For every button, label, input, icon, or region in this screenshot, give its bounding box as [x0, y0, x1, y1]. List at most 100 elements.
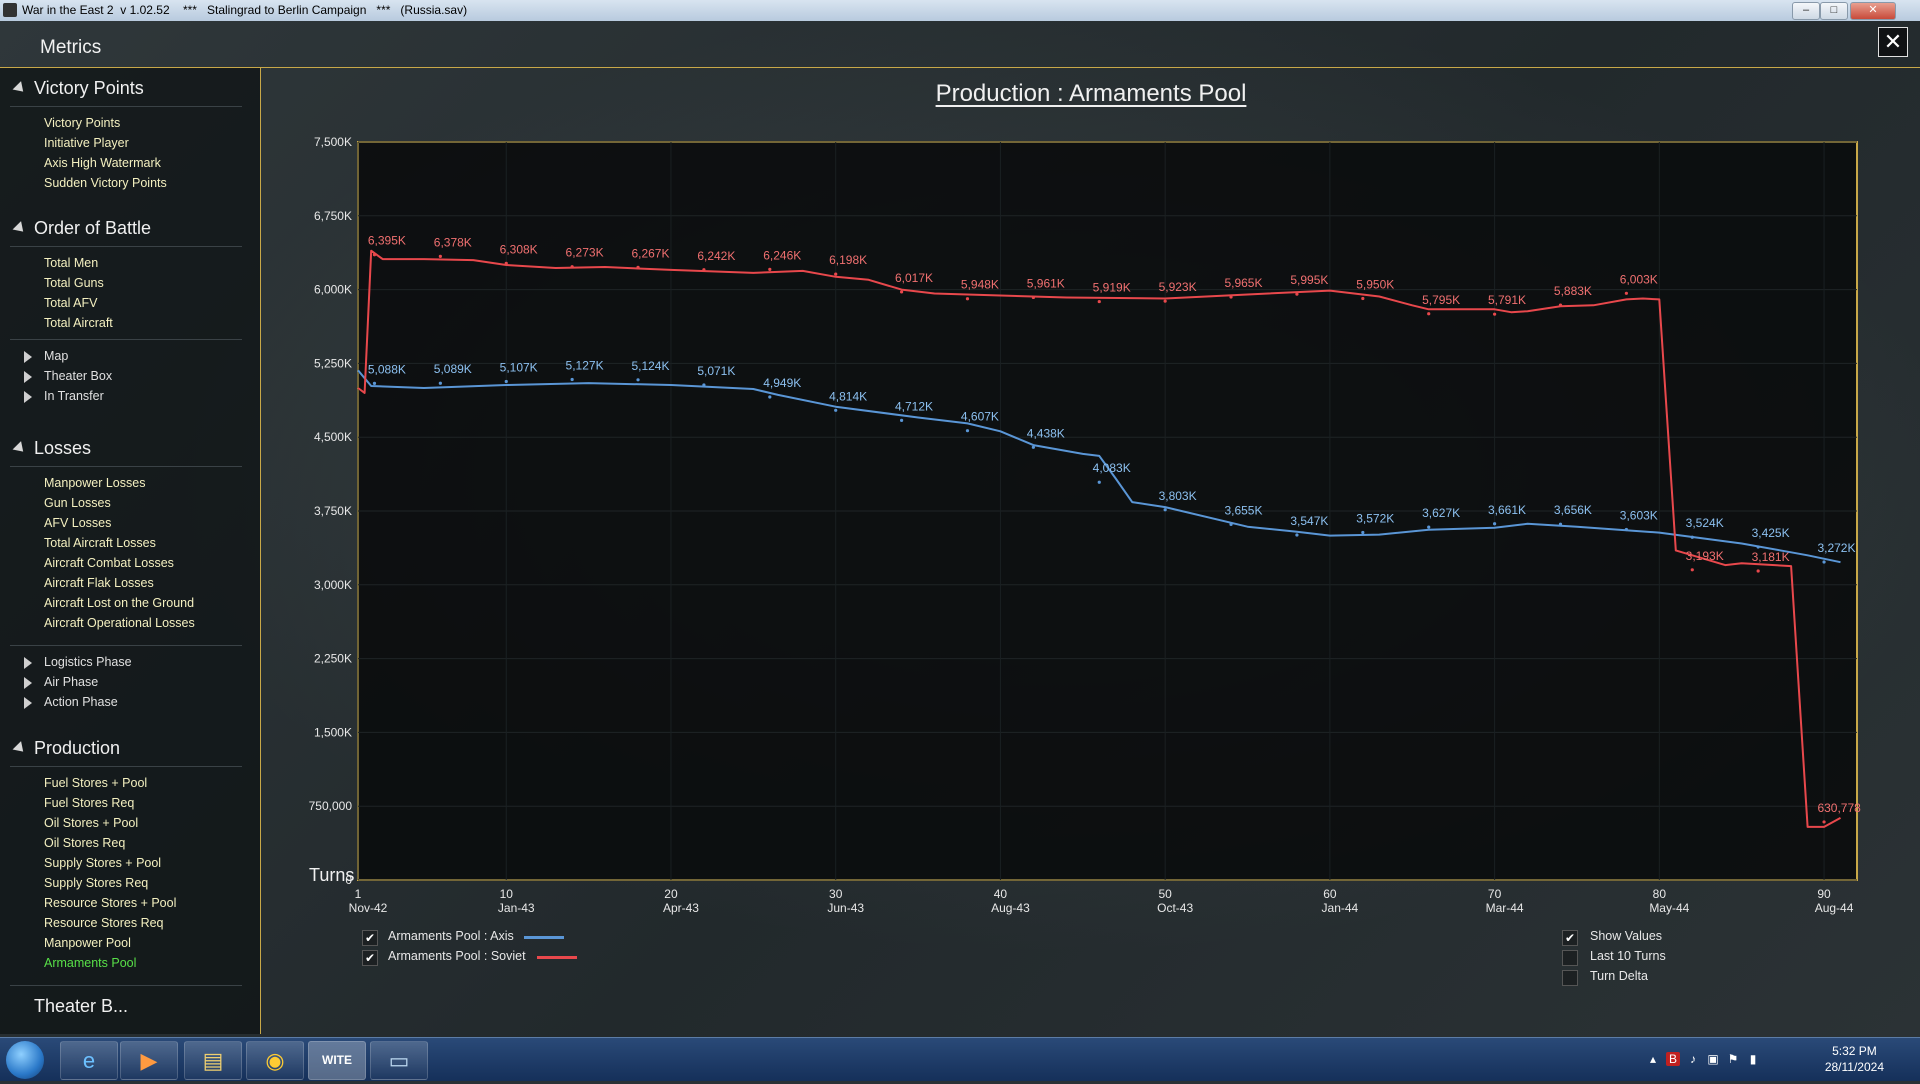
sidebar-item-fuel-stores-pool[interactable]: Fuel Stores + Pool	[44, 776, 148, 790]
sidebar-item-aircraft-combat-losses[interactable]: Aircraft Combat Losses	[44, 556, 174, 570]
sidebar-item-resource-stores-req[interactable]: Resource Stores Req	[44, 916, 164, 930]
sidebar-item-supply-stores-req[interactable]: Supply Stores Req	[44, 876, 149, 890]
data-point	[636, 378, 640, 382]
system-clock[interactable]: 5:32 PM 28/11/2024	[1825, 1043, 1884, 1075]
data-point	[1756, 545, 1760, 549]
turn-delta-checkbox[interactable]	[1562, 970, 1578, 986]
window-close-button[interactable]: ✕	[1850, 2, 1896, 20]
sidebar-item-initiative-player[interactable]: Initiative Player	[44, 136, 129, 150]
sidebar-sub-logistics-phase[interactable]: Logistics Phase	[0, 652, 250, 672]
window-title: War in the East 2 v 1.02.52 *** Stalingr…	[22, 3, 468, 17]
taskbar-chrome-icon[interactable]: ◉	[246, 1041, 304, 1080]
sidebar-item-armaments-pool[interactable]: Armaments Pool	[44, 956, 137, 970]
sidebar-item-afv-losses[interactable]: AFV Losses	[44, 516, 112, 530]
flag-icon[interactable]: ⚑	[1727, 1052, 1739, 1066]
sidebar-item-aircraft-flak-losses[interactable]: Aircraft Flak Losses	[44, 576, 154, 590]
data-label: 6,273K	[566, 246, 604, 260]
sidebar-item-resource-stores-pool[interactable]: Resource Stores + Pool	[44, 896, 177, 910]
sidebar-item-total-aircraft[interactable]: Total Aircraft	[44, 316, 113, 330]
data-point	[834, 272, 838, 276]
section-header-production[interactable]: Production	[0, 734, 250, 762]
section-header-order-of-battle[interactable]: Order of Battle	[0, 214, 250, 242]
sidebar-item-sudden-victory-points[interactable]: Sudden Victory Points	[44, 176, 167, 190]
data-point	[1690, 535, 1694, 539]
data-label: 3,181K	[1752, 550, 1790, 564]
y-tick-label: 5,250K	[314, 356, 352, 370]
tray-expand-icon[interactable]: ▴	[1649, 1052, 1657, 1066]
section-header-victory-points[interactable]: Victory Points	[0, 74, 250, 102]
start-button[interactable]	[6, 1041, 44, 1079]
sidebar-item-oil-stores-req[interactable]: Oil Stores Req	[44, 836, 126, 850]
minimize-button[interactable]: –	[1792, 2, 1820, 20]
section-header-theater-box[interactable]: Theater B...	[34, 996, 129, 1016]
data-label: 5,965K	[1224, 276, 1262, 290]
last-10-turns-checkbox[interactable]	[1562, 950, 1578, 966]
data-label: 3,193K	[1686, 549, 1724, 563]
sidebar-sub-theater-box[interactable]: Theater Box	[0, 366, 250, 386]
sidebar-item-total-men[interactable]: Total Men	[44, 256, 99, 270]
taskbar-ie-icon[interactable]: e	[60, 1041, 118, 1080]
close-metrics-button[interactable]: ✕	[1878, 27, 1908, 57]
sidebar-item-axis-high-watermark[interactable]: Axis High Watermark	[44, 156, 161, 170]
data-point	[1756, 569, 1760, 573]
sidebar-item-total-aircraft-losses[interactable]: Total Aircraft Losses	[44, 536, 156, 550]
data-point	[1097, 299, 1101, 304]
data-label: 5,124K	[631, 359, 669, 373]
signal-icon[interactable]: ▮	[1749, 1052, 1757, 1066]
sidebar-item-gun-losses[interactable]: Gun Losses	[44, 496, 111, 510]
sidebar-sub-in-transfer[interactable]: In Transfer	[0, 386, 250, 406]
data-point	[1427, 525, 1431, 529]
x-tick-number: 40	[994, 887, 1008, 901]
sidebar-item-total-guns[interactable]: Total Guns	[44, 276, 104, 290]
data-point	[1690, 568, 1694, 572]
data-label: 5,127K	[566, 359, 604, 373]
data-label: 4,814K	[829, 389, 867, 403]
x-tick-number: 20	[664, 887, 678, 901]
x-tick-date: Apr-43	[663, 901, 699, 915]
sidebar-sub-action-phase[interactable]: Action Phase	[0, 692, 250, 712]
sidebar-item-total-afv[interactable]: Total AFV	[44, 296, 98, 310]
y-tick-label: 0	[345, 873, 352, 887]
x-tick-date: Jan-43	[498, 901, 535, 915]
sidebar-item-oil-stores-pool[interactable]: Oil Stores + Pool	[44, 816, 139, 830]
sidebar-item-manpower-losses[interactable]: Manpower Losses	[44, 476, 146, 490]
network-icon[interactable]: ▣	[1707, 1052, 1719, 1066]
sidebar-item-manpower-pool[interactable]: Manpower Pool	[44, 936, 131, 950]
data-point	[504, 261, 508, 265]
data-label: 5,795K	[1422, 293, 1460, 307]
maximize-button[interactable]: □	[1820, 2, 1848, 20]
expand-triangle-icon	[24, 657, 32, 669]
taskbar-media-player-icon[interactable]: ▶	[120, 1041, 178, 1080]
x-tick-number: 90	[1817, 887, 1831, 901]
data-point	[1229, 295, 1233, 299]
legend-axis-checkbox[interactable]: ✔	[362, 930, 378, 946]
sidebar-item-aircraft-lost-on-ground[interactable]: Aircraft Lost on the Ground	[44, 596, 195, 610]
sidebar-item-supply-stores-pool[interactable]: Supply Stores + Pool	[44, 856, 162, 870]
data-label: 3,656K	[1554, 503, 1592, 517]
sidebar-sub-air-phase[interactable]: Air Phase	[0, 672, 250, 692]
data-label: 6,017K	[895, 271, 933, 285]
data-point	[1031, 445, 1035, 449]
legend-soviet-label: Armaments Pool : Soviet	[388, 949, 526, 963]
sidebar-item-fuel-stores-req[interactable]: Fuel Stores Req	[44, 796, 135, 810]
legend-soviet-checkbox[interactable]: ✔	[362, 950, 378, 966]
sidebar-sub-map[interactable]: Map	[0, 346, 250, 366]
data-point	[1427, 312, 1431, 316]
collapse-triangle-icon	[12, 81, 28, 96]
data-label: 5,919K	[1093, 281, 1131, 295]
sidebar-item-victory-points[interactable]: Victory Points	[44, 116, 121, 130]
data-label: 5,995K	[1290, 273, 1328, 287]
show-values-checkbox[interactable]: ✔	[1562, 930, 1578, 946]
taskbar-explorer-icon[interactable]: ▤	[184, 1041, 242, 1080]
collapse-triangle-icon	[12, 221, 28, 236]
data-label: 5,883K	[1554, 284, 1592, 298]
data-label: 6,395K	[368, 234, 406, 248]
metrics-sidebar: Victory Points Victory Points Initiative…	[0, 68, 261, 1034]
taskbar-wite-icon[interactable]: WITE	[308, 1041, 366, 1080]
taskbar-window-icon[interactable]: ▭	[370, 1041, 428, 1080]
app-icon	[3, 3, 17, 17]
sidebar-item-aircraft-operational-losses[interactable]: Aircraft Operational Losses	[44, 616, 195, 630]
section-header-losses[interactable]: Losses	[0, 434, 250, 462]
tray-b-icon[interactable]: B	[1666, 1052, 1680, 1066]
speaker-icon[interactable]: ♪	[1690, 1052, 1696, 1066]
